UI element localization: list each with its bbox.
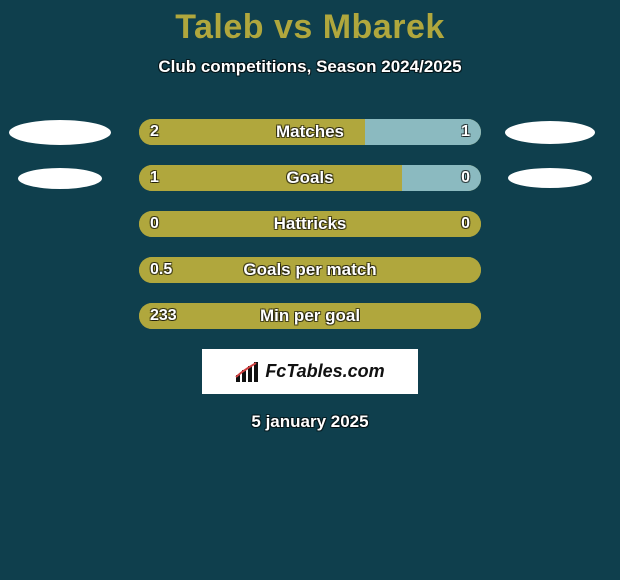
stat-row: 0.5Goals per match xyxy=(0,257,620,283)
player-right-ellipse xyxy=(507,167,593,189)
stat-label: Min per goal xyxy=(139,303,481,329)
player-left-ellipse xyxy=(8,119,112,146)
page-subtitle: Club competitions, Season 2024/2025 xyxy=(0,57,620,77)
brand-text: FcTables.com xyxy=(265,361,384,382)
player-right-ellipse xyxy=(504,120,596,145)
player-left-ellipse xyxy=(17,167,103,190)
stat-label: Goals xyxy=(139,165,481,191)
stat-row: 233Min per goal xyxy=(0,303,620,329)
stat-row: 21Matches xyxy=(0,119,620,145)
page-title: Taleb vs Mbarek xyxy=(0,0,620,47)
stat-label: Matches xyxy=(139,119,481,145)
stat-row: 10Goals xyxy=(0,165,620,191)
brand-inner: FcTables.com xyxy=(235,361,384,383)
bars-icon xyxy=(235,361,259,383)
stat-row: 00Hattricks xyxy=(0,211,620,237)
stat-label: Hattricks xyxy=(139,211,481,237)
comparison-infographic: Taleb vs Mbarek Club competitions, Seaso… xyxy=(0,0,620,580)
stat-label: Goals per match xyxy=(139,257,481,283)
date-text: 5 january 2025 xyxy=(0,412,620,432)
brand-box: FcTables.com xyxy=(202,349,418,394)
stat-rows: 21Matches 10Goals 00Hattricks 0.5Goals per … xyxy=(0,119,620,329)
